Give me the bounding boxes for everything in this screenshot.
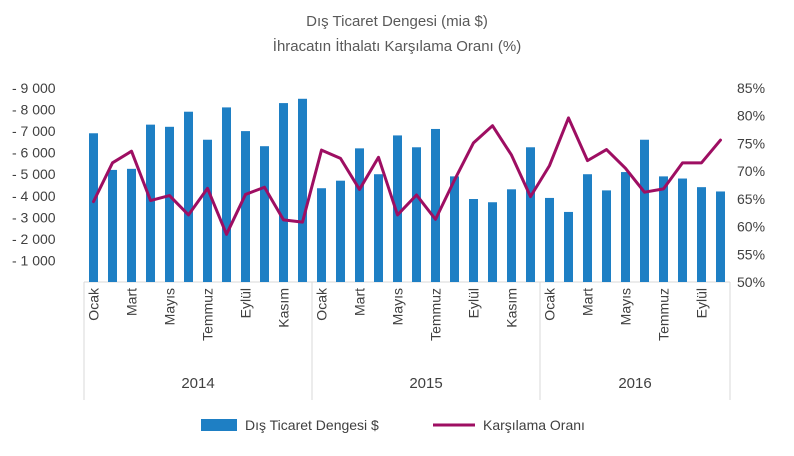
bar — [355, 148, 364, 282]
bar — [507, 189, 516, 282]
right-tick-label: 75% — [737, 135, 765, 151]
month-label: Kasım — [276, 288, 292, 328]
left-axis-ticks: - 9 000 - 8 000 - 7 000 - 6 000 - 5 000 - 4 0… — [12, 80, 56, 268]
year-label: 2015 — [409, 375, 442, 392]
month-label: Temmuz — [656, 288, 672, 341]
bar — [583, 174, 592, 282]
month-label: Mayıs — [618, 288, 634, 325]
bar — [184, 111, 193, 283]
month-label: Eylül — [694, 288, 710, 318]
month-label: Mayıs — [390, 288, 406, 325]
bar — [222, 107, 231, 283]
bar — [564, 211, 573, 282]
legend-line-label: Karşılama Oranı — [483, 417, 585, 433]
bar — [412, 147, 421, 282]
month-label: Mart — [352, 288, 368, 316]
month-label: Mart — [580, 288, 596, 316]
left-tick-label: - 2 000 — [12, 231, 56, 247]
left-tick-label: - 4 000 — [12, 188, 56, 204]
left-tick-label: - 9 000 — [12, 80, 56, 96]
series-line — [92, 116, 722, 236]
bar — [203, 139, 212, 282]
bar — [602, 190, 611, 282]
bar — [545, 197, 554, 282]
left-tick-label: - 8 000 — [12, 102, 56, 118]
legend-bar-label: Dış Ticaret Dengesi $ — [245, 417, 379, 433]
year-label: 2014 — [181, 375, 214, 392]
bar — [89, 133, 98, 282]
bar — [488, 202, 497, 282]
bar — [450, 176, 459, 282]
chart-subtitle: İhracatın İthalatı Karşılama Oranı (%) — [273, 37, 521, 55]
right-tick-label: 55% — [737, 246, 765, 262]
month-label: Temmuz — [200, 288, 216, 341]
line-series — [92, 116, 722, 236]
year-label: 2016 — [618, 375, 651, 392]
month-label: Ocak — [314, 287, 330, 321]
chart-title: Dış Ticaret Dengesi (mia $) — [306, 13, 488, 30]
bar — [659, 176, 668, 282]
bar — [716, 191, 725, 282]
bar — [127, 168, 136, 282]
bar — [260, 146, 269, 282]
x-axis-year-labels: 2014 2015 2016 — [181, 375, 651, 392]
right-tick-label: 50% — [737, 274, 765, 290]
bar — [108, 169, 117, 282]
bar-series — [89, 98, 725, 283]
bar — [640, 139, 649, 282]
bar — [526, 147, 535, 282]
x-axis-month-labels: Ocak Mart Mayıs Temmuz Eylül Kasım Ocak Mart May… — [86, 287, 710, 341]
month-label: Mart — [124, 288, 140, 316]
bar — [279, 103, 288, 282]
right-tick-label: 85% — [737, 80, 765, 96]
bar — [241, 131, 250, 282]
month-label: Eylül — [238, 288, 254, 318]
bar — [336, 180, 345, 282]
right-tick-label: 80% — [737, 108, 765, 124]
bar — [697, 187, 706, 282]
right-tick-label: 60% — [737, 219, 765, 235]
right-axis-ticks: 85% 80% 75% 70% 65% 60% 55% 50% — [737, 80, 765, 290]
bar — [165, 126, 174, 282]
left-tick-label: - 6 000 — [12, 145, 56, 161]
month-label: Ocak — [86, 287, 102, 321]
bar — [621, 172, 630, 282]
bar — [678, 178, 687, 282]
bar — [146, 124, 155, 282]
month-label: Ocak — [542, 287, 558, 321]
left-tick-label: - 5 000 — [12, 166, 56, 182]
month-label: Mayıs — [162, 288, 178, 325]
left-tick-label: - 7 000 — [12, 123, 56, 139]
month-label: Eylül — [466, 288, 482, 318]
bar — [374, 174, 383, 282]
right-tick-label: 65% — [737, 191, 765, 207]
bar — [298, 98, 307, 282]
legend: Dış Ticaret Dengesi $ Karşılama Oranı — [201, 417, 585, 433]
month-label: Temmuz — [428, 288, 444, 341]
right-tick-label: 70% — [737, 163, 765, 179]
bar — [469, 199, 478, 282]
legend-bar-swatch — [201, 419, 237, 431]
left-tick-label: - 1 000 — [12, 252, 56, 268]
left-tick-label: - 3 000 — [12, 209, 56, 225]
bar — [393, 135, 402, 282]
bar — [431, 128, 440, 282]
month-label: Kasım — [504, 288, 520, 328]
bar — [317, 188, 326, 282]
